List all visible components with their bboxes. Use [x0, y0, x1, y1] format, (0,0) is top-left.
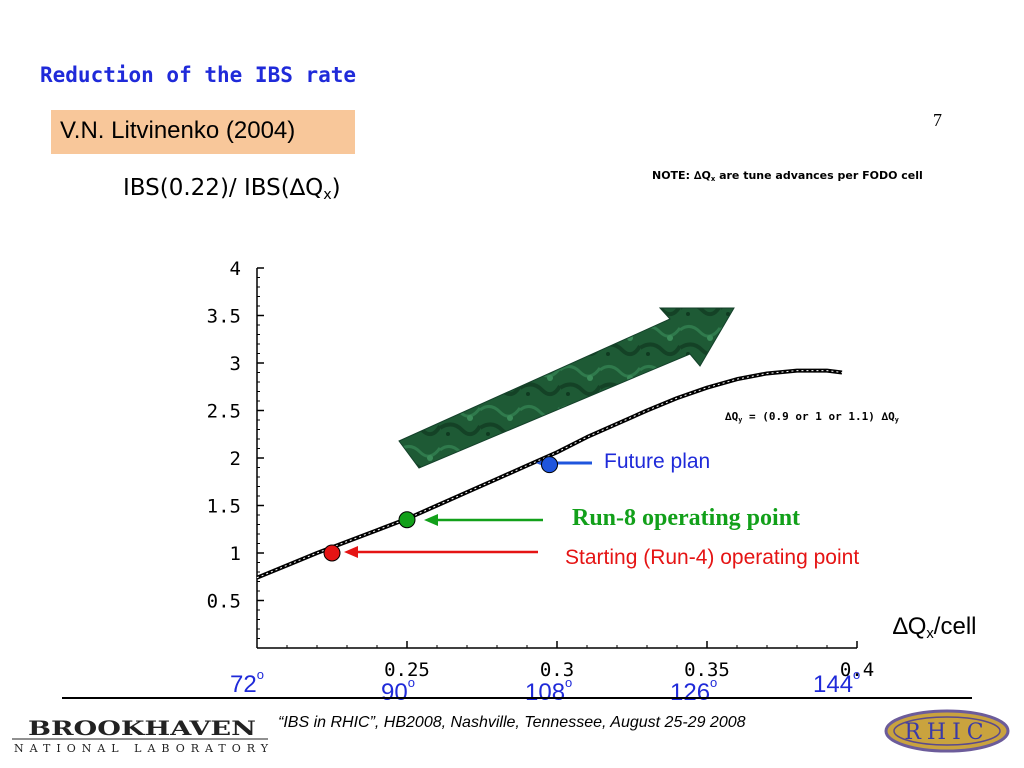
x-tick-label: 0.4 [840, 659, 874, 681]
phase-label: 108o [525, 676, 572, 706]
note: NOTE: ∆Qx are tune advances per FODO cel… [652, 169, 923, 183]
note-prefix: NOTE: [652, 169, 694, 182]
phase-label: 72o [230, 668, 264, 698]
author-box: V.N. Litvinenko (2004) [51, 110, 355, 154]
ratio-label: IBS(0.22)/ IBS(∆Qx) [123, 175, 341, 203]
phase-degree: o [565, 675, 573, 690]
operating-point-marker [541, 456, 558, 474]
axes [256, 268, 857, 649]
phase-label: 126o [670, 676, 717, 706]
phase-label: 90o [381, 676, 415, 706]
ratio-label-sub: x [323, 186, 332, 203]
y-tick-label: 3 [230, 353, 241, 375]
run8-label: Run-8 operating point [572, 505, 801, 531]
phase-degree: o [853, 667, 861, 682]
x-axis-q: Q [907, 613, 927, 640]
qy-delta-2: ∆ [881, 410, 889, 423]
phase-value: 144 [813, 671, 854, 698]
phase-value: 126 [670, 679, 711, 706]
pointer-arrows [344, 457, 592, 558]
run8-pointer-head [424, 514, 438, 526]
x-tick-label: 0.25 [384, 659, 430, 681]
qy-q-2: Q [888, 410, 895, 423]
future-plan-label: Future plan [604, 450, 711, 473]
qy-mid: = (0.9 or 1 or 1.1) [742, 410, 882, 423]
x-axis-sub: x [926, 626, 934, 643]
marker-layer [323, 456, 558, 562]
phase-degree: o [710, 675, 718, 690]
note-delta: ∆ [693, 169, 702, 182]
page-number: 7 [933, 110, 942, 130]
y-tick-label: 1.5 [207, 496, 241, 518]
y-tick-label: 0.5 [207, 591, 241, 613]
footer-citation: “IBS in RHIC”, HB2008, Nashville, Tennes… [278, 714, 746, 731]
qy-q-1: Q [731, 410, 739, 423]
phase-degree: o [407, 675, 415, 690]
start-label: Starting (Run-4) operating point [565, 546, 860, 569]
ratio-label-q: Q [305, 175, 324, 201]
trend-arrow [398, 307, 735, 469]
slide-title: Reduction of the IBS rate [40, 63, 357, 87]
note-rest: are tune advances per FODO cell [715, 169, 923, 182]
phase-value: 72 [230, 671, 257, 698]
qy-delta-1: ∆ [725, 410, 732, 423]
footer-divider [62, 697, 972, 699]
phase-value: 90 [381, 679, 408, 706]
curve-layer [256, 368, 843, 580]
bnl-logo-subtext: NATIONAL LABORATORY [14, 742, 269, 755]
qy-sub-2: y [894, 415, 899, 424]
x-axis-delta: ∆ [893, 613, 908, 640]
rhic-logo: RHIC [884, 709, 1010, 753]
phase-label: 144o [813, 668, 860, 698]
operating-point-marker [398, 511, 416, 529]
y-tick-label: 2 [230, 448, 241, 470]
ratio-label-delta: ∆ [289, 175, 306, 201]
phase-degree: o [256, 667, 264, 682]
y-tick-label: 3.5 [207, 306, 241, 328]
series-line-texture [256, 370, 843, 579]
start-pointer-head [344, 546, 358, 558]
y-tick-label: 4 [230, 258, 241, 280]
x-axis-suffix: /cell [933, 613, 977, 640]
ratio-label-suffix: ) [331, 175, 341, 201]
y-tick-label: 1 [230, 543, 241, 565]
x-tick-label: 0.35 [684, 659, 730, 681]
note-q: Q [701, 169, 711, 182]
brookhaven-logo: BROOKHAVEN NATIONAL LABORATORY [12, 718, 269, 755]
x-tick-label: 0.3 [540, 659, 574, 681]
y-tick-label: 2.5 [207, 401, 241, 423]
qy-sub-1: y [738, 415, 743, 424]
bnl-logo-name: BROOKHAVEN [28, 718, 256, 740]
operating-point-marker [323, 544, 341, 562]
ticks: 0.5 1 1.5 2 2.5 3 3.5 4 0.25 0.3 0.35 0.4 [207, 258, 874, 681]
ratio-label-prefix: IBS(0.22)/ IBS( [123, 175, 290, 201]
rhic-logo-text: RHIC [904, 720, 989, 745]
qy-relation: ∆Qy = (0.9 or 1 or 1.1) ∆Qy [725, 410, 899, 424]
x-axis-label: ∆Qx/cell [893, 613, 976, 642]
phase-value: 108 [525, 679, 566, 706]
note-sub: x [710, 174, 716, 183]
